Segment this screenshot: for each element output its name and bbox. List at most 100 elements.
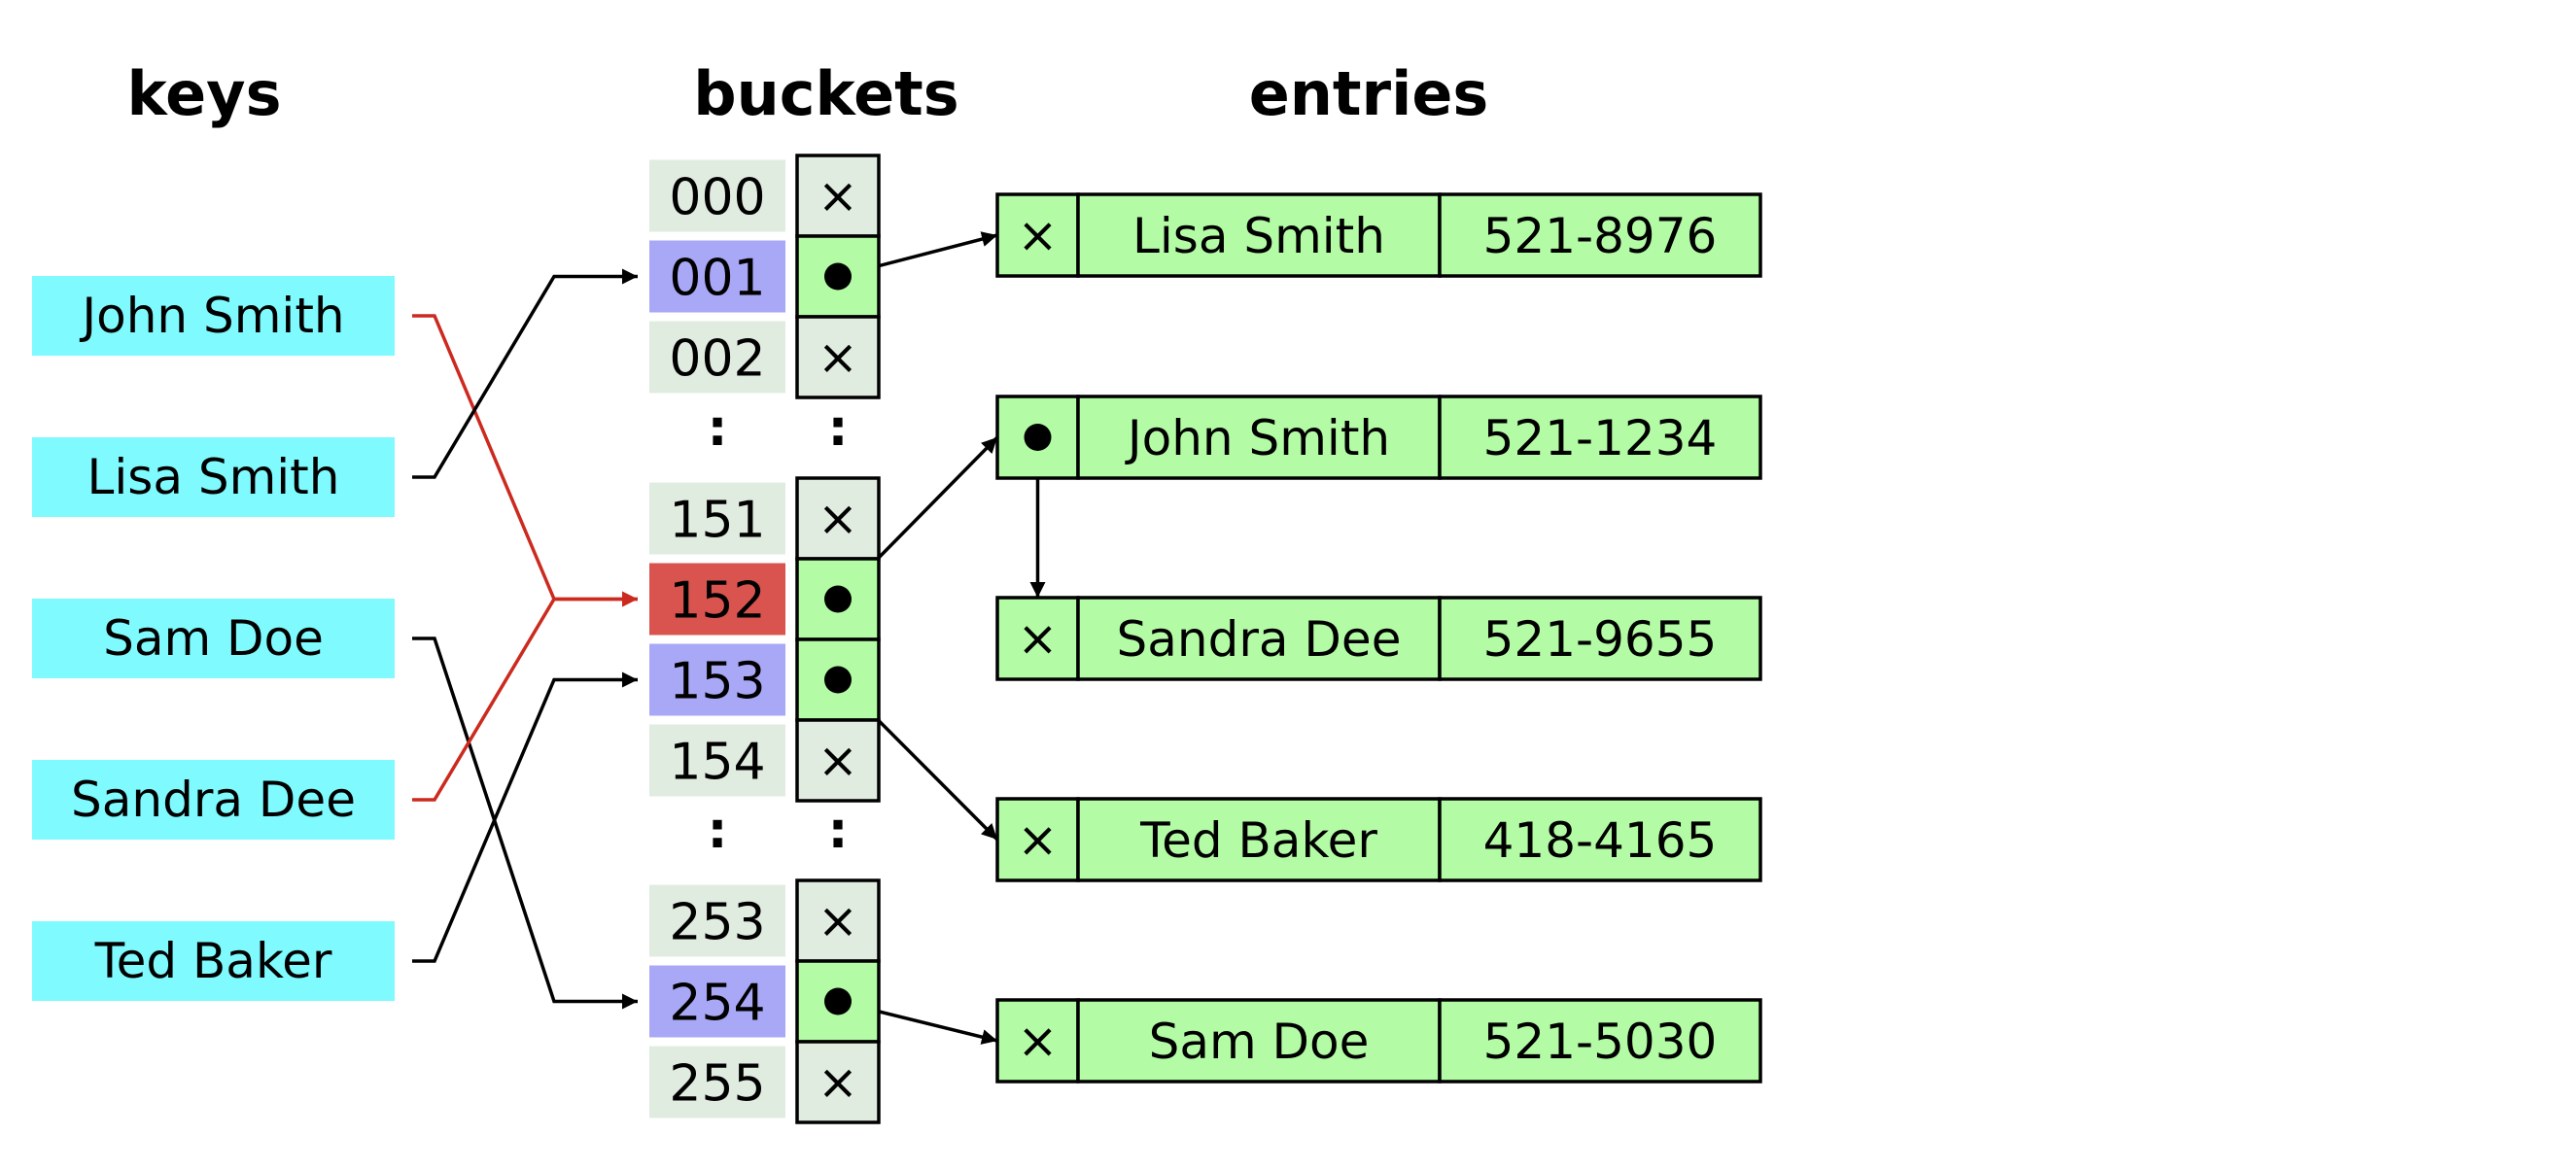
ellipsis-0-0: : [708, 399, 728, 458]
entry-name: Sam Doe [1149, 1014, 1370, 1070]
ellipsis-1-1: : [828, 802, 849, 860]
pointer-dot [1024, 424, 1052, 451]
entry-next-cell [995, 192, 1080, 278]
ellipsis-1-0: : [708, 802, 728, 860]
key-ted-baker: Ted Baker [32, 921, 395, 1001]
entry-name: Sandra Dee [1117, 611, 1402, 668]
pointer-dot [824, 987, 852, 1015]
bucket-index-box [649, 563, 785, 636]
entry-name-cell [1076, 797, 1442, 882]
key-lisa-smith: Lisa Smith [32, 437, 395, 517]
entry-sam-doe: × Sam Doe 521-5030 [995, 998, 1762, 1084]
hash-arrow-ted-baker [412, 671, 638, 963]
key-sam-doe: Sam Doe [32, 599, 395, 678]
bucket-index-label: 153 [669, 653, 765, 711]
bucket-index-box [649, 965, 785, 1038]
bucket-index-box [649, 724, 785, 797]
entry-name: John Smith [1125, 410, 1390, 466]
bucket-index-box [649, 159, 785, 232]
bucket-002: 002 × [649, 315, 881, 399]
bucket-index-label: 000 [669, 169, 765, 227]
bucket-index-label: 002 [669, 330, 765, 389]
key-john-smith: John Smith [32, 276, 395, 356]
bucket-index-label: 255 [669, 1055, 765, 1114]
bucket-154: 154 × [649, 718, 881, 803]
entry-phone: 521-9655 [1483, 611, 1718, 668]
bucket-index-box [649, 1046, 785, 1118]
bucket-index-label: 001 [669, 250, 765, 308]
key-label: John Smith [79, 288, 344, 344]
ellipsis-0-1: : [828, 399, 849, 458]
bucket-255: 255 × [649, 1040, 881, 1124]
buckets-heading: buckets [693, 58, 958, 129]
key-label: Sam Doe [103, 610, 324, 667]
key-sandra-dee: Sandra Dee [32, 760, 395, 840]
entry-phone: 521-8976 [1483, 208, 1718, 264]
entry-john-smith: John Smith 521-1234 [995, 395, 1762, 480]
pointer-dot [824, 585, 852, 613]
keys-heading: keys [127, 58, 282, 129]
bucket-pointer-cell [795, 1040, 881, 1124]
key-box [32, 921, 395, 1001]
null-pointer-icon: × [818, 1054, 858, 1111]
bucket-index-box [649, 321, 785, 394]
null-pointer-icon: × [1018, 207, 1059, 263]
null-pointer-icon: × [1018, 1013, 1059, 1069]
null-pointer-icon: × [818, 733, 858, 789]
bucket-index-box [649, 240, 785, 313]
bucket-151: 151 × [649, 476, 881, 561]
null-pointer-icon: × [818, 329, 858, 386]
bucket-253: 253 × [649, 878, 881, 963]
entries-heading: entries [1249, 58, 1489, 129]
bucket-index-label: 253 [669, 894, 765, 952]
null-pointer-icon: × [818, 491, 858, 547]
bucket-001: 001 [649, 234, 881, 319]
bucket-000: 000 × [649, 154, 881, 238]
bucket-index-box [649, 884, 785, 957]
entry-phone: 418-4165 [1483, 812, 1718, 869]
entry-phone-cell [1438, 797, 1762, 882]
entry-sandra-dee: × Sandra Dee 521-9655 [995, 596, 1762, 681]
entry-name: Lisa Smith [1132, 208, 1385, 264]
bucket-pointer-cell [795, 718, 881, 803]
entry-ted-baker: × Ted Baker 418-4165 [995, 797, 1762, 882]
entry-next-cell [995, 596, 1080, 681]
entry-phone: 521-1234 [1483, 410, 1718, 466]
bucket-pointer-cell [795, 154, 881, 238]
entry-phone: 521-5030 [1483, 1014, 1718, 1070]
key-label: Lisa Smith [87, 449, 340, 505]
entry-phone-cell [1438, 395, 1762, 480]
null-pointer-icon: × [818, 893, 858, 949]
key-box [32, 760, 395, 840]
entry-phone-cell [1438, 192, 1762, 278]
entries-column: × Lisa Smith 521-8976 John Smith 521-1234 × Sa… [995, 192, 1762, 1084]
bucket-index-label: 151 [669, 492, 765, 550]
key-box [32, 437, 395, 517]
entry-name-cell [1076, 596, 1442, 681]
key-box [32, 599, 395, 678]
hash-arrow-sandra-dee [412, 591, 638, 802]
entry-next-cell [995, 998, 1080, 1084]
null-pointer-icon: × [1018, 610, 1059, 667]
bucket-index-box [649, 643, 785, 716]
key-label: Sandra Dee [71, 772, 356, 828]
bucket-index-box [649, 482, 785, 555]
bucket-pointer-cell [795, 315, 881, 399]
bucket-index-label: 254 [669, 975, 765, 1033]
key-box [32, 276, 395, 356]
pointer-dot [824, 666, 852, 694]
bucket-pointer-cell [795, 476, 881, 561]
null-pointer-icon: × [818, 168, 858, 224]
bucket-153: 153 [649, 637, 881, 722]
entry-phone-cell [1438, 998, 1762, 1084]
bucket-254: 254 [649, 959, 881, 1044]
entry-phone-cell [1438, 596, 1762, 681]
hash-arrow-lisa-smith [412, 268, 638, 479]
bucket-index-label: 154 [669, 734, 765, 792]
pointer-dot [824, 262, 852, 291]
bucket-index-label: 152 [669, 572, 765, 631]
hash-arrow-sam-doe [412, 637, 638, 1010]
keys-column: John Smith Lisa Smith Sam Doe Sandra Dee Ted… [32, 276, 395, 1001]
